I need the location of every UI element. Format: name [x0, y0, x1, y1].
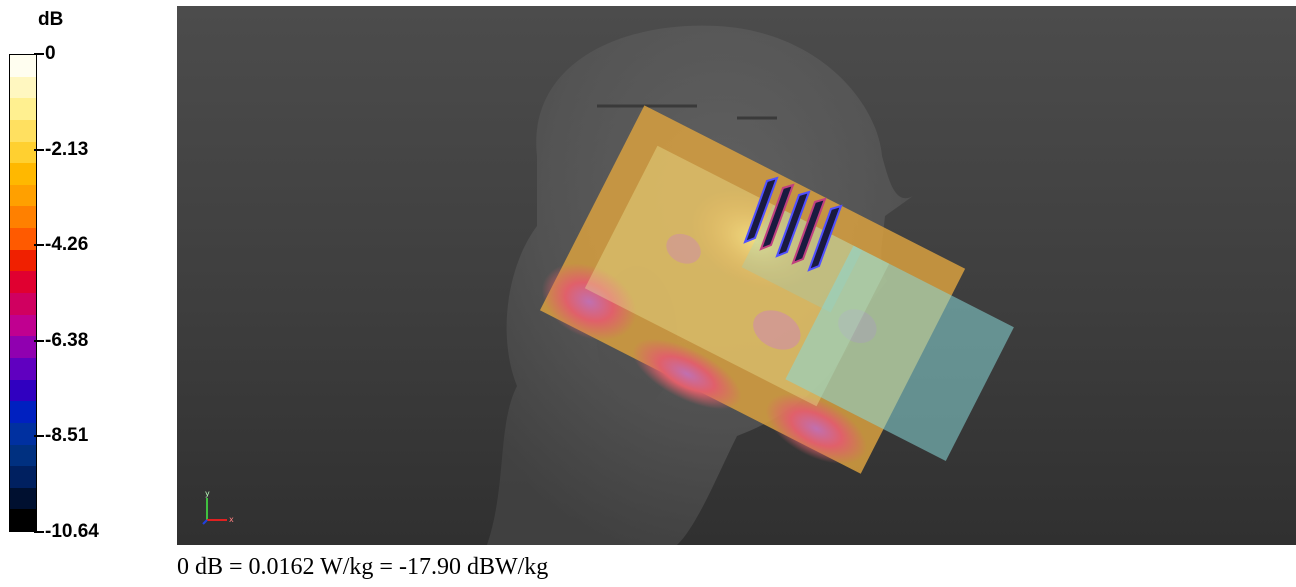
- colorbar-segment: [10, 141, 36, 164]
- colorbar-segment: [10, 184, 36, 207]
- colorbar-segment: [10, 466, 36, 488]
- colorbar-segment: [10, 293, 36, 315]
- colorbar-segment: [10, 444, 36, 467]
- colorbar-segment: [10, 163, 36, 185]
- colorbar-segment: [10, 249, 36, 272]
- colorbar-segment: [10, 271, 36, 294]
- legend-tick-label: -4.26: [45, 234, 89, 256]
- colorbar-segment: [10, 401, 36, 423]
- axis-x-label: x: [229, 515, 234, 524]
- axis-triad: y x: [202, 489, 234, 525]
- legend-unit-label: dB: [38, 9, 64, 30]
- legend-tick: [34, 531, 44, 533]
- colorbar-segment: [10, 119, 36, 142]
- legend-tick-label: -2.13: [45, 138, 89, 160]
- colorbar-segment: [10, 357, 36, 380]
- colorbar-segment: [10, 55, 36, 77]
- legend-tick-label: -10.64: [45, 521, 99, 542]
- reference-caption: 0 dB = 0.0162 W/kg = -17.90 dBW/kg: [177, 554, 549, 580]
- legend-tick: [34, 53, 44, 55]
- legend-tick: [34, 244, 44, 247]
- colorbar-segment: [10, 422, 36, 445]
- legend-tick-label: 0: [45, 43, 56, 64]
- colorbar: [9, 54, 37, 532]
- colorbar-segment: [10, 379, 36, 402]
- colorbar-segment: [10, 314, 36, 337]
- colorbar-segment: [10, 509, 36, 532]
- legend-tick-label: -8.51: [45, 425, 89, 447]
- zoom-scan-slices: [743, 176, 843, 272]
- colorbar-segment: [10, 487, 36, 510]
- legend-tick-label: -6.38: [45, 329, 89, 351]
- legend-tick: [34, 339, 44, 342]
- legend-tick: [34, 148, 44, 151]
- colorbar-segment: [10, 228, 36, 250]
- color-legend: dB 0 -2.13 -4.26 -6.38 -8.51 -10.64: [0, 0, 160, 545]
- colorbar-segment: [10, 98, 36, 120]
- colorbar-segment: [10, 76, 36, 99]
- legend-tick: [34, 435, 44, 438]
- colorbar-segment: [10, 206, 36, 229]
- head-phantom-scene: [487, 25, 1014, 545]
- 3d-viewport[interactable]: y x: [177, 6, 1296, 545]
- axis-y-label: y: [205, 489, 210, 498]
- colorbar-segment: [10, 336, 36, 358]
